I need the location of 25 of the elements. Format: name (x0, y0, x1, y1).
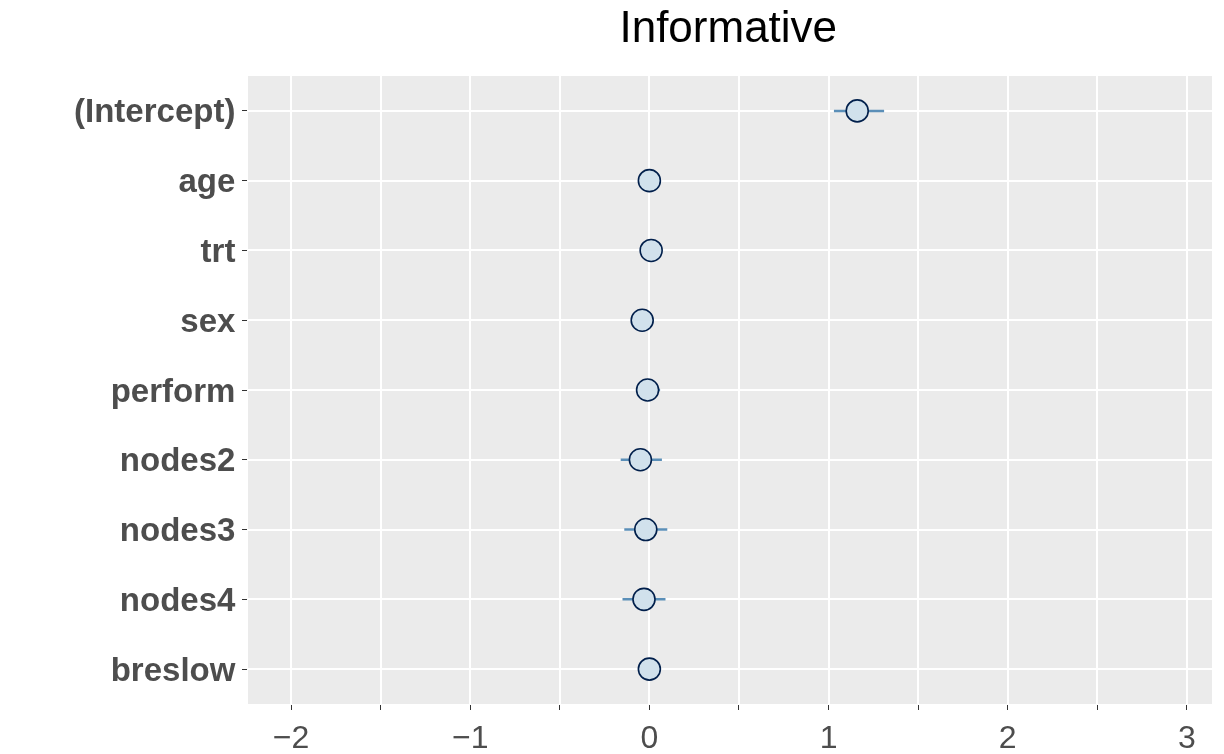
point (630, 308, 654, 333)
y-tick-label: nodes3 (119, 511, 236, 549)
chart-title: Informative (619, 2, 838, 52)
y-tick-label: sex (180, 301, 237, 339)
y-tick-label: breslow (110, 650, 236, 688)
point (845, 99, 870, 123)
point (632, 587, 656, 612)
y-tick-label: age (178, 162, 236, 200)
y-tick-label: nodes2 (119, 441, 236, 479)
x-tick-label: 1 (819, 719, 838, 754)
y-tick-label: trt (200, 231, 236, 269)
point (633, 517, 658, 542)
x-tick-label: 3 (1178, 719, 1196, 754)
point (628, 447, 653, 472)
x-tick-label: −1 (451, 719, 489, 754)
x-tick-label: −2 (272, 719, 310, 754)
point (637, 168, 662, 193)
point (637, 657, 662, 681)
point (639, 238, 663, 263)
y-tick-label: nodes4 (119, 580, 237, 618)
x-tick-label: 0 (640, 719, 659, 754)
x-tick-label: 2 (998, 719, 1017, 754)
point (635, 378, 660, 402)
y-tick-label: (Intercept) (74, 92, 236, 130)
y-tick-label: perform (110, 371, 236, 409)
